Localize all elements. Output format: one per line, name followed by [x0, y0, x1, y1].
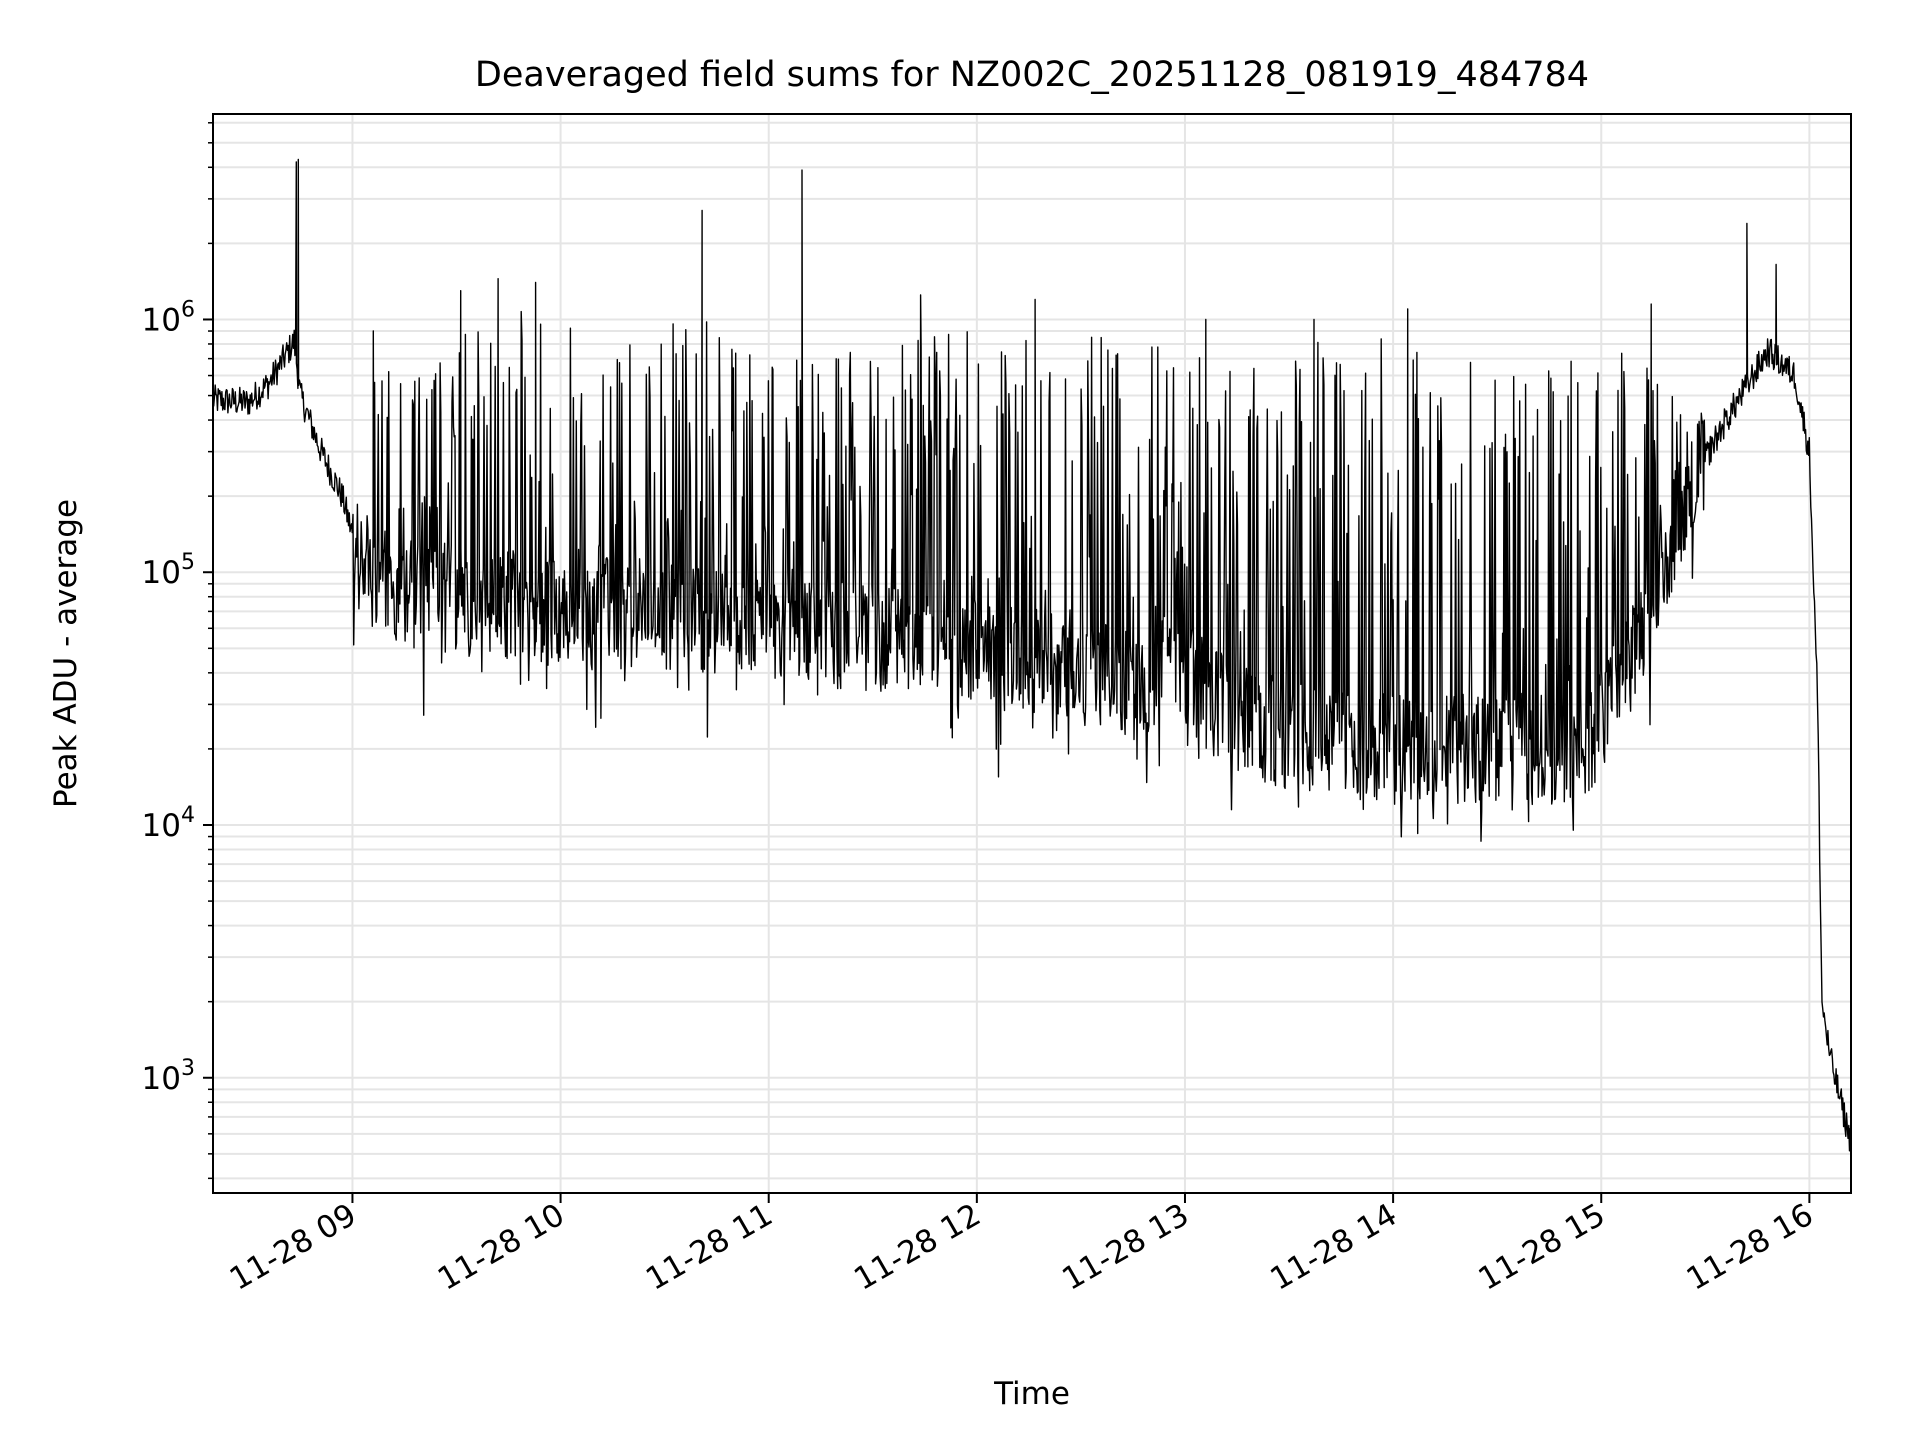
x-axis-label: Time [993, 1376, 1070, 1412]
y-tick-label: 104 [142, 803, 195, 844]
y-axis-label: Peak ADU - average [48, 499, 84, 808]
chart-title: Deaveraged field sums for NZ002C_2025112… [475, 55, 1589, 95]
x-tick-label: 11-28 09 [224, 1197, 363, 1298]
plot-frame [212, 113, 1852, 1194]
x-tick-label: 11-28 10 [432, 1197, 571, 1298]
series-layer [212, 158, 1852, 1159]
y-tick-label: 106 [142, 297, 195, 338]
series-line [212, 158, 1852, 1159]
y-tick-label: 103 [142, 1056, 195, 1097]
x-tick-label: 11-28 13 [1056, 1197, 1195, 1298]
x-tick-label: 11-28 16 [1681, 1197, 1820, 1298]
x-tick-label: 11-28 11 [640, 1197, 779, 1298]
x-tick-label: 11-28 12 [848, 1197, 987, 1298]
x-tick-label: 11-28 14 [1264, 1197, 1403, 1298]
x-tick-label: 11-28 15 [1473, 1197, 1612, 1298]
y-tick-label: 105 [142, 550, 195, 591]
